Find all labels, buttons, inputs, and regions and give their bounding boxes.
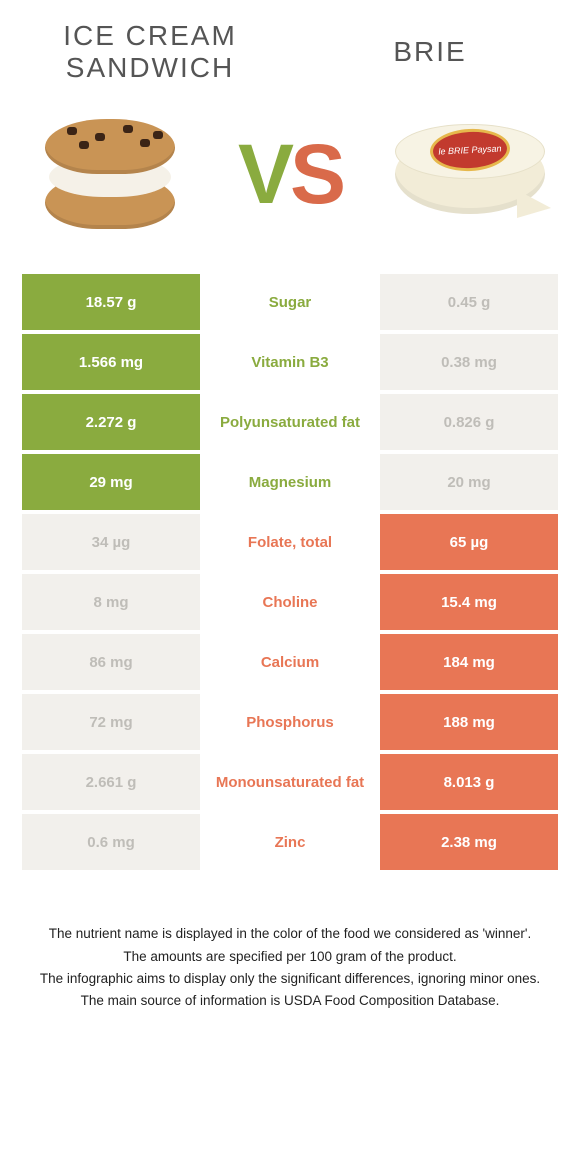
value-left: 1.566 mg (22, 334, 200, 390)
value-left: 8 mg (22, 574, 200, 630)
value-left: 34 µg (22, 514, 200, 570)
nutrient-name: Zinc (200, 814, 380, 870)
footnote-line: The amounts are specified per 100 gram o… (30, 947, 550, 967)
title-right: BRIE (290, 20, 570, 84)
value-right: 0.38 mg (380, 334, 558, 390)
nutrient-name: Choline (200, 574, 380, 630)
brie-illustration: le BRIE Paysan (390, 114, 550, 234)
vs-label: VS (238, 126, 342, 223)
comparison-table: 18.57 gSugar0.45 g1.566 mgVitamin B30.38… (0, 274, 580, 870)
value-left: 86 mg (22, 634, 200, 690)
value-left: 2.661 g (22, 754, 200, 810)
nutrient-name: Magnesium (200, 454, 380, 510)
hero-row: VS le BRIE Paysan (0, 84, 580, 274)
footnotes: The nutrient name is displayed in the co… (0, 874, 580, 1011)
table-row: 2.272 gPolyunsaturated fat0.826 g (22, 394, 558, 450)
brie-label-text: le BRIE Paysan (438, 144, 501, 156)
footnote-line: The infographic aims to display only the… (30, 969, 550, 989)
value-right: 2.38 mg (380, 814, 558, 870)
table-row: 72 mgPhosphorus188 mg (22, 694, 558, 750)
nutrient-name: Calcium (200, 634, 380, 690)
value-left: 18.57 g (22, 274, 200, 330)
vs-s: S (290, 126, 342, 223)
title-left: ICE CREAM SANDWICH (10, 20, 290, 84)
table-row: 8 mgCholine15.4 mg (22, 574, 558, 630)
value-right: 20 mg (380, 454, 558, 510)
table-row: 2.661 gMonounsaturated fat8.013 g (22, 754, 558, 810)
value-left: 0.6 mg (22, 814, 200, 870)
nutrient-name: Phosphorus (200, 694, 380, 750)
table-row: 0.6 mgZinc2.38 mg (22, 814, 558, 870)
header-titles: ICE CREAM SANDWICH BRIE (0, 0, 580, 84)
table-row: 18.57 gSugar0.45 g (22, 274, 558, 330)
value-right: 188 mg (380, 694, 558, 750)
value-left: 72 mg (22, 694, 200, 750)
nutrient-name: Folate, total (200, 514, 380, 570)
value-right: 15.4 mg (380, 574, 558, 630)
table-row: 1.566 mgVitamin B30.38 mg (22, 334, 558, 390)
value-left: 2.272 g (22, 394, 200, 450)
ice-cream-sandwich-illustration (30, 114, 190, 234)
nutrient-name: Sugar (200, 274, 380, 330)
footnote-line: The nutrient name is displayed in the co… (30, 924, 550, 944)
value-right: 184 mg (380, 634, 558, 690)
value-right: 0.45 g (380, 274, 558, 330)
vs-v: V (238, 126, 290, 223)
table-row: 86 mgCalcium184 mg (22, 634, 558, 690)
table-row: 34 µgFolate, total65 µg (22, 514, 558, 570)
value-right: 0.826 g (380, 394, 558, 450)
table-row: 29 mgMagnesium20 mg (22, 454, 558, 510)
value-right: 65 µg (380, 514, 558, 570)
value-left: 29 mg (22, 454, 200, 510)
footnote-line: The main source of information is USDA F… (30, 991, 550, 1011)
nutrient-name: Vitamin B3 (200, 334, 380, 390)
nutrient-name: Polyunsaturated fat (200, 394, 380, 450)
value-right: 8.013 g (380, 754, 558, 810)
nutrient-name: Monounsaturated fat (200, 754, 380, 810)
